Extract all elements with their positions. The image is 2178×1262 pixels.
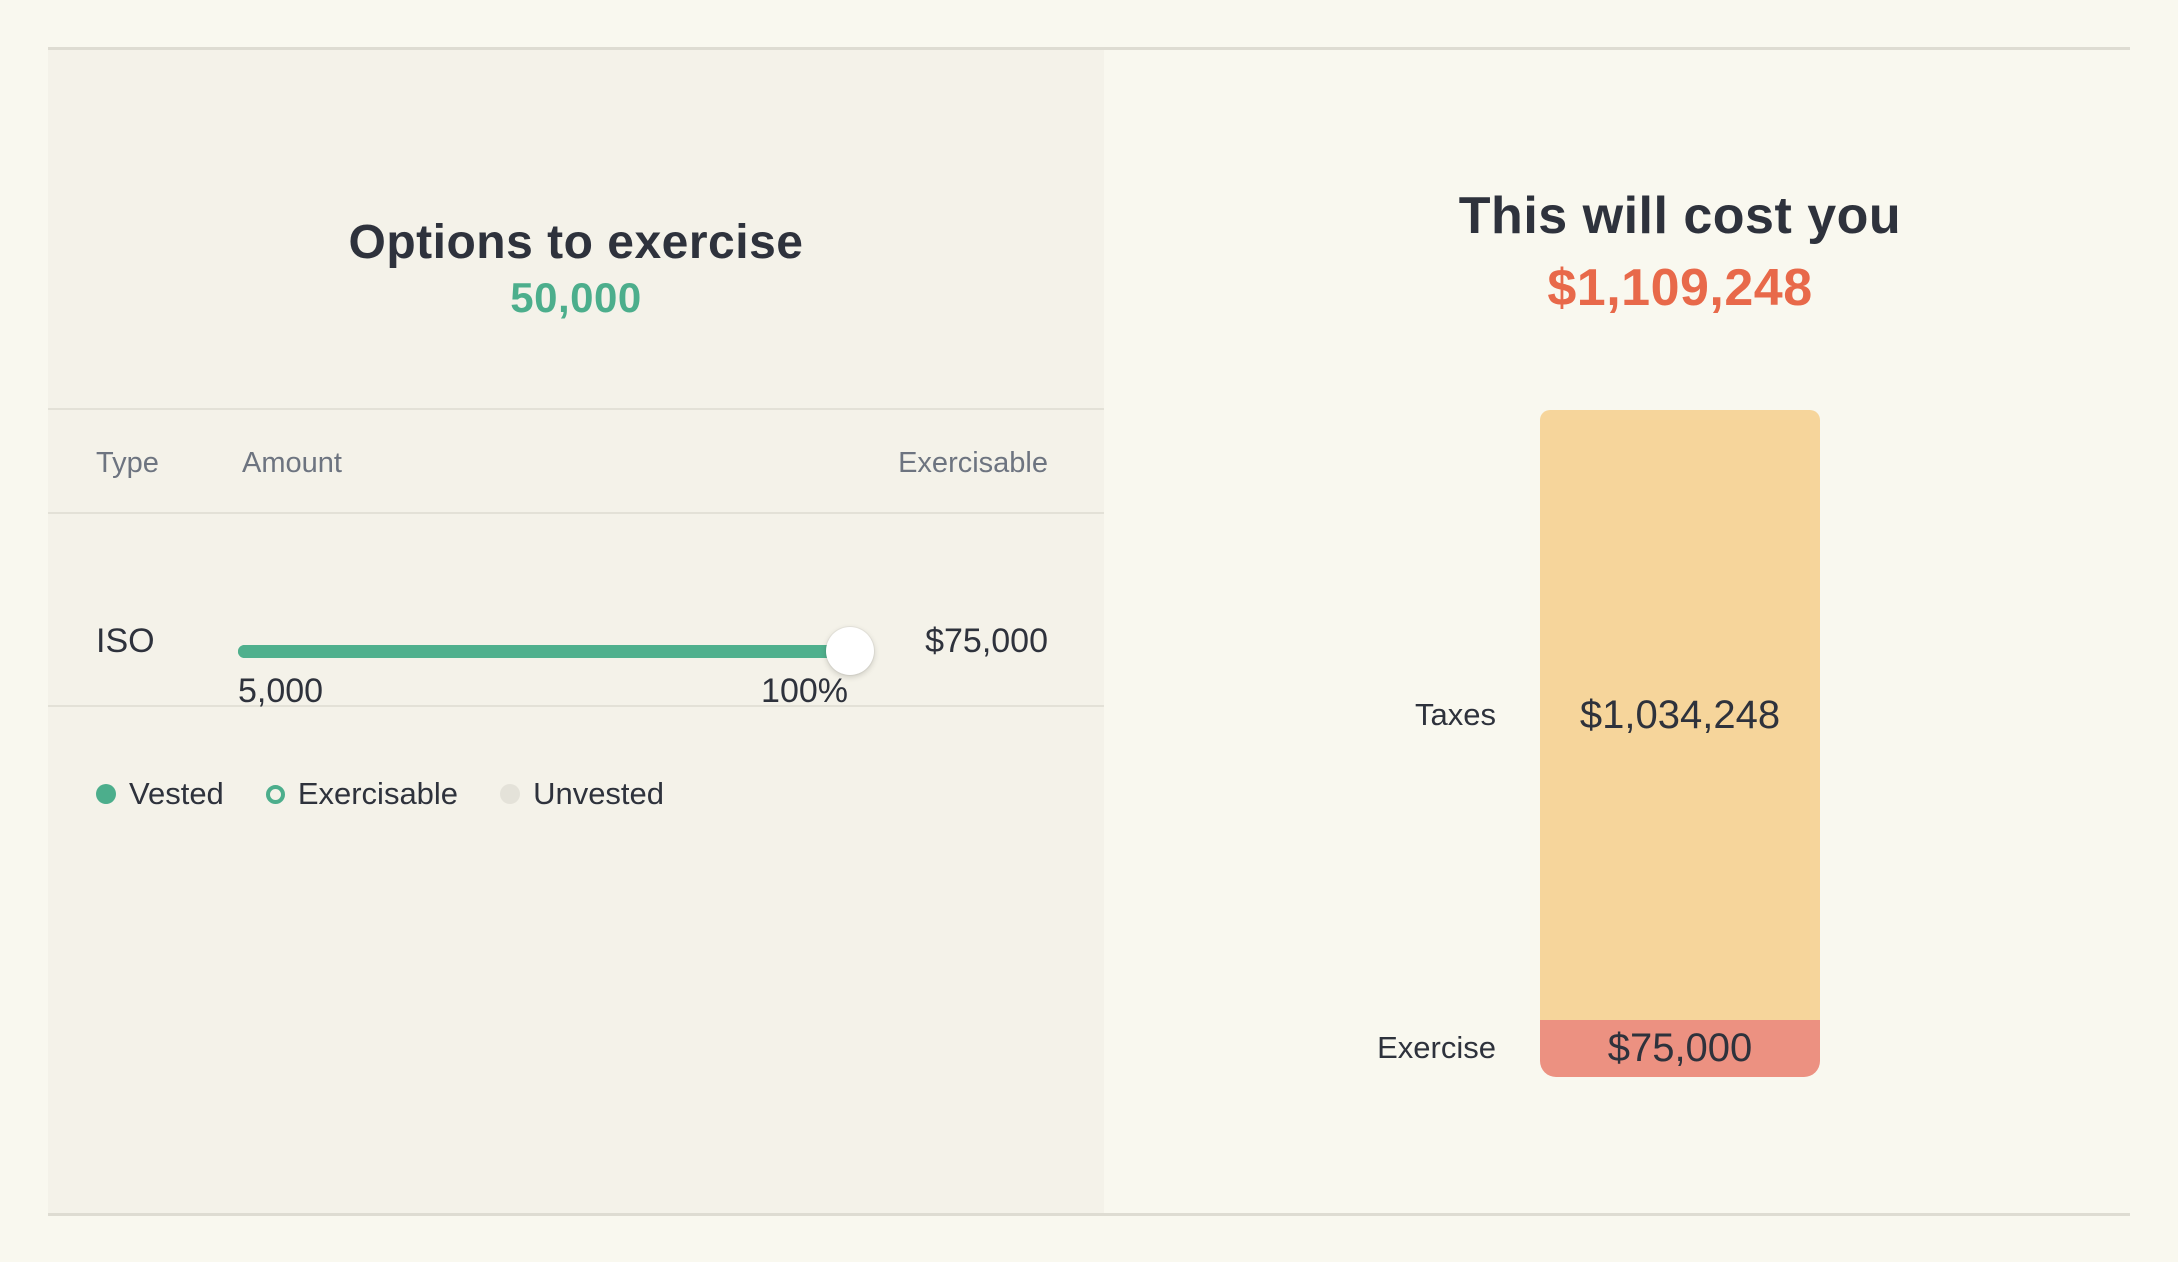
legend-label-exercisable: Exercisable [297, 776, 459, 811]
vested-dot-icon [96, 784, 116, 804]
slider-amount-label: 5,000 [238, 672, 324, 710]
legend-item-vested: Vested [96, 776, 224, 812]
column-header-amount: Amount [242, 447, 342, 479]
column-header-type: Type [96, 447, 159, 479]
exercise-axis-label: Exercise [1377, 1030, 1496, 1065]
option-type-label: ISO [96, 622, 155, 660]
taxes-bar-segment: $1,034,248 [1540, 410, 1820, 1020]
taxes-segment-value: $1,034,248 [1579, 692, 1781, 737]
cost-title: This will cost you [1458, 187, 1902, 245]
vesting-legend: Vested Exercisable Unvested [96, 772, 664, 816]
cost-stacked-bar: $1,034,248 $75,000 [1540, 410, 1820, 1077]
exercisable-cost-value: $75,000 [925, 622, 1048, 660]
slider-fill [238, 645, 862, 658]
options-card-title: Options to exercise [348, 216, 804, 269]
cost-summary-panel: This will cost you $1,109,248 $1,034,248… [1104, 50, 2178, 1213]
cost-total-value: $1,109,248 [1547, 259, 1813, 317]
top-divider [48, 47, 2130, 50]
bottom-divider [48, 1213, 2130, 1216]
legend-label-vested: Vested [129, 776, 224, 811]
unvested-dot-icon [500, 784, 521, 804]
column-header-exercisable: Exercisable [898, 447, 1048, 479]
amount-slider[interactable] [238, 627, 874, 675]
options-table-header: Type Amount Exercisable [48, 408, 1104, 514]
options-to-exercise-card: Options to exercise 50,000 Type Amount E… [48, 50, 1104, 1213]
option-row-iso: ISO 5,000 100% $75,000 [48, 514, 1104, 710]
exercise-segment-value: $75,000 [1607, 1026, 1753, 1070]
options-total-value: 50,000 [510, 274, 642, 321]
slider-percent-label: 100% [761, 672, 848, 710]
exercisable-ring-icon [265, 784, 285, 804]
taxes-axis-label: Taxes [1415, 697, 1496, 732]
slider-thumb[interactable] [826, 627, 874, 675]
legend-item-exercisable: Exercisable [265, 776, 459, 812]
exercise-bar-segment: $75,000 [1540, 1020, 1820, 1077]
legend-item-unvested: Unvested [500, 776, 664, 812]
legend-label-unvested: Unvested [533, 776, 665, 811]
